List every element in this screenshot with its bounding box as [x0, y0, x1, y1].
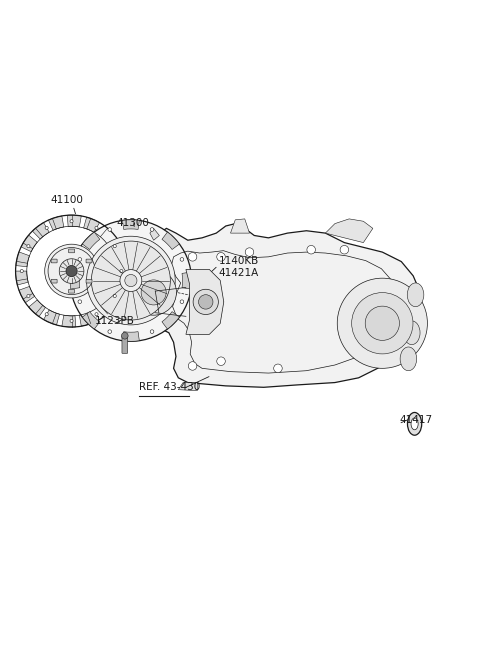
Wedge shape [115, 257, 128, 271]
Wedge shape [84, 217, 99, 232]
Polygon shape [230, 219, 250, 233]
Wedge shape [48, 216, 64, 230]
Ellipse shape [411, 418, 418, 430]
Wedge shape [114, 276, 127, 290]
Circle shape [217, 357, 225, 365]
FancyBboxPatch shape [69, 249, 74, 253]
Circle shape [70, 220, 192, 341]
Circle shape [199, 295, 213, 309]
FancyBboxPatch shape [86, 259, 92, 263]
FancyBboxPatch shape [51, 259, 57, 263]
Wedge shape [29, 300, 46, 317]
Circle shape [180, 258, 184, 261]
Wedge shape [67, 215, 81, 227]
Wedge shape [162, 232, 180, 249]
Circle shape [274, 364, 282, 373]
FancyBboxPatch shape [122, 336, 128, 354]
Circle shape [95, 226, 98, 230]
Circle shape [45, 226, 48, 230]
Polygon shape [150, 228, 159, 240]
Circle shape [70, 220, 73, 223]
Wedge shape [44, 310, 60, 325]
Circle shape [108, 228, 111, 232]
Circle shape [217, 253, 225, 261]
Circle shape [307, 245, 315, 254]
Circle shape [131, 270, 177, 315]
Polygon shape [325, 219, 373, 243]
Wedge shape [33, 222, 49, 239]
Text: 41100: 41100 [50, 195, 83, 205]
Wedge shape [106, 291, 122, 307]
Circle shape [121, 333, 128, 339]
Circle shape [20, 270, 24, 273]
Wedge shape [62, 315, 76, 327]
Text: 1140KB: 1140KB [219, 256, 259, 266]
Wedge shape [79, 312, 95, 326]
Circle shape [180, 300, 184, 304]
Circle shape [45, 244, 98, 298]
Circle shape [27, 295, 30, 298]
Wedge shape [94, 303, 111, 319]
Text: 41421A: 41421A [219, 268, 259, 278]
Ellipse shape [404, 321, 420, 344]
Text: REF. 43-430: REF. 43-430 [139, 382, 201, 392]
Circle shape [188, 253, 197, 261]
Circle shape [120, 270, 123, 273]
Text: 1123PB: 1123PB [96, 316, 135, 325]
Wedge shape [21, 235, 37, 252]
Polygon shape [186, 270, 224, 335]
Ellipse shape [408, 413, 422, 435]
Circle shape [337, 278, 427, 368]
Wedge shape [19, 287, 35, 302]
Circle shape [108, 330, 111, 333]
Wedge shape [70, 272, 80, 289]
Polygon shape [150, 224, 423, 387]
Circle shape [27, 245, 30, 248]
Circle shape [365, 306, 399, 340]
Circle shape [125, 274, 137, 287]
Circle shape [86, 236, 175, 325]
Circle shape [113, 295, 116, 298]
Ellipse shape [400, 347, 417, 371]
Wedge shape [162, 312, 180, 329]
Circle shape [78, 258, 82, 261]
Circle shape [245, 248, 254, 256]
Text: 41417: 41417 [399, 415, 432, 425]
Circle shape [150, 330, 154, 333]
Wedge shape [15, 271, 28, 285]
Wedge shape [83, 312, 100, 329]
FancyBboxPatch shape [86, 279, 92, 283]
Wedge shape [122, 332, 139, 341]
Wedge shape [16, 252, 29, 267]
Circle shape [45, 313, 48, 316]
Circle shape [59, 258, 84, 283]
Wedge shape [83, 232, 100, 249]
Circle shape [91, 241, 170, 320]
Circle shape [188, 361, 197, 370]
Circle shape [141, 280, 166, 305]
Circle shape [120, 270, 142, 291]
Wedge shape [108, 239, 124, 256]
Ellipse shape [407, 283, 424, 306]
FancyBboxPatch shape [69, 289, 74, 293]
Circle shape [352, 293, 413, 354]
Circle shape [340, 245, 348, 254]
Circle shape [66, 266, 77, 277]
Circle shape [113, 245, 116, 248]
Wedge shape [182, 272, 192, 289]
Polygon shape [179, 382, 197, 390]
Circle shape [78, 300, 82, 304]
Circle shape [95, 313, 98, 316]
Circle shape [70, 319, 73, 323]
Circle shape [150, 228, 154, 232]
Circle shape [193, 289, 218, 314]
Wedge shape [97, 226, 114, 242]
Wedge shape [122, 220, 139, 230]
Text: 41300: 41300 [117, 218, 149, 228]
FancyBboxPatch shape [51, 279, 57, 283]
